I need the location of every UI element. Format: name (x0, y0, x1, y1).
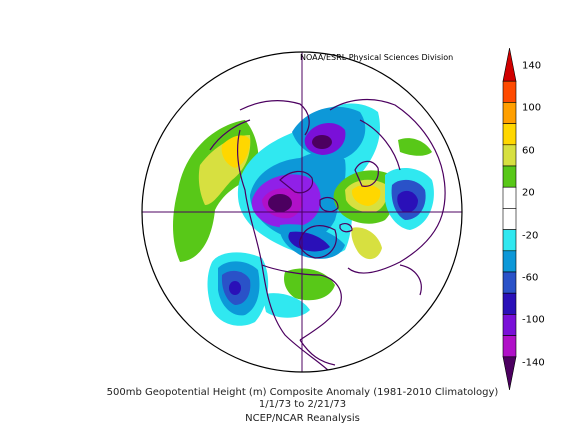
anomaly-contour-east-purple (397, 190, 418, 213)
anomaly-contour-sw-core (229, 281, 241, 295)
colorbar-tick-label: 20 (522, 187, 535, 199)
colorbar-swatch (502, 314, 517, 336)
colorbar-swatch (502, 47, 517, 82)
coastline-central-america (299, 339, 336, 366)
colorbar-swatch (502, 144, 517, 167)
colorbar-swatch (502, 165, 517, 188)
coastline-greenland (299, 225, 337, 259)
colorbar-swatch (502, 356, 517, 391)
colorbar-swatch (502, 80, 517, 103)
anomaly-contour-cyan-south (262, 293, 310, 318)
colorbar-swatch (502, 186, 517, 209)
anomaly-contour-green-south (284, 268, 335, 301)
colorbar-tick-label: 60 (522, 145, 535, 157)
colorbar-swatch (502, 271, 517, 294)
colorbar-tick-label: -20 (522, 230, 539, 242)
colorbar-swatch (502, 292, 517, 315)
colorbar-swatch (502, 229, 517, 252)
anomaly-field (173, 103, 434, 326)
coastline-eurasia (329, 99, 446, 274)
caption-title: 500mb Geopotential Height (m) Composite … (106, 387, 499, 398)
coastline-africa-north (399, 264, 422, 296)
anomaly-contour-lime-south (351, 227, 382, 260)
anomaly-contour-core (268, 194, 292, 212)
coastlines (209, 99, 446, 372)
anomaly-contour-green-ne (398, 138, 432, 156)
anomaly-contour-yellow-east (351, 184, 381, 206)
credit-text: NOAA/ESRL Physical Sciences Division (300, 53, 454, 62)
colorbar-swatch (502, 208, 517, 230)
colorbar-tick-label: -60 (522, 272, 539, 284)
colorbar-swatch (502, 250, 517, 273)
caption-source: NCEP/NCAR Reanalysis (245, 413, 360, 424)
coastline-arctic-islands (279, 170, 339, 213)
coastline-north-america (236, 129, 342, 372)
anomaly-contour-lower-purple (288, 231, 330, 252)
colorbar-swatch (502, 123, 517, 146)
map-boundary (141, 51, 463, 373)
colorbar-swatch (502, 102, 517, 124)
anomaly-contour-yellow-west (221, 135, 250, 168)
coastline-iceland (339, 223, 353, 233)
colorbar-tick-label: -140 (522, 357, 545, 369)
coastline-scandinavia (354, 160, 379, 187)
colorbar-tick-label: 100 (522, 102, 542, 114)
anomaly-contour-upper-core (312, 135, 332, 149)
colorbar-tick-label: -100 (522, 314, 545, 326)
colorbar-swatch (502, 335, 517, 358)
colorbar (502, 47, 517, 391)
colorbar-tick-label: 140 (522, 60, 542, 72)
coastline-asia-east (209, 100, 310, 151)
caption-dates: 1/1/73 to 2/21/73 (258, 399, 347, 410)
